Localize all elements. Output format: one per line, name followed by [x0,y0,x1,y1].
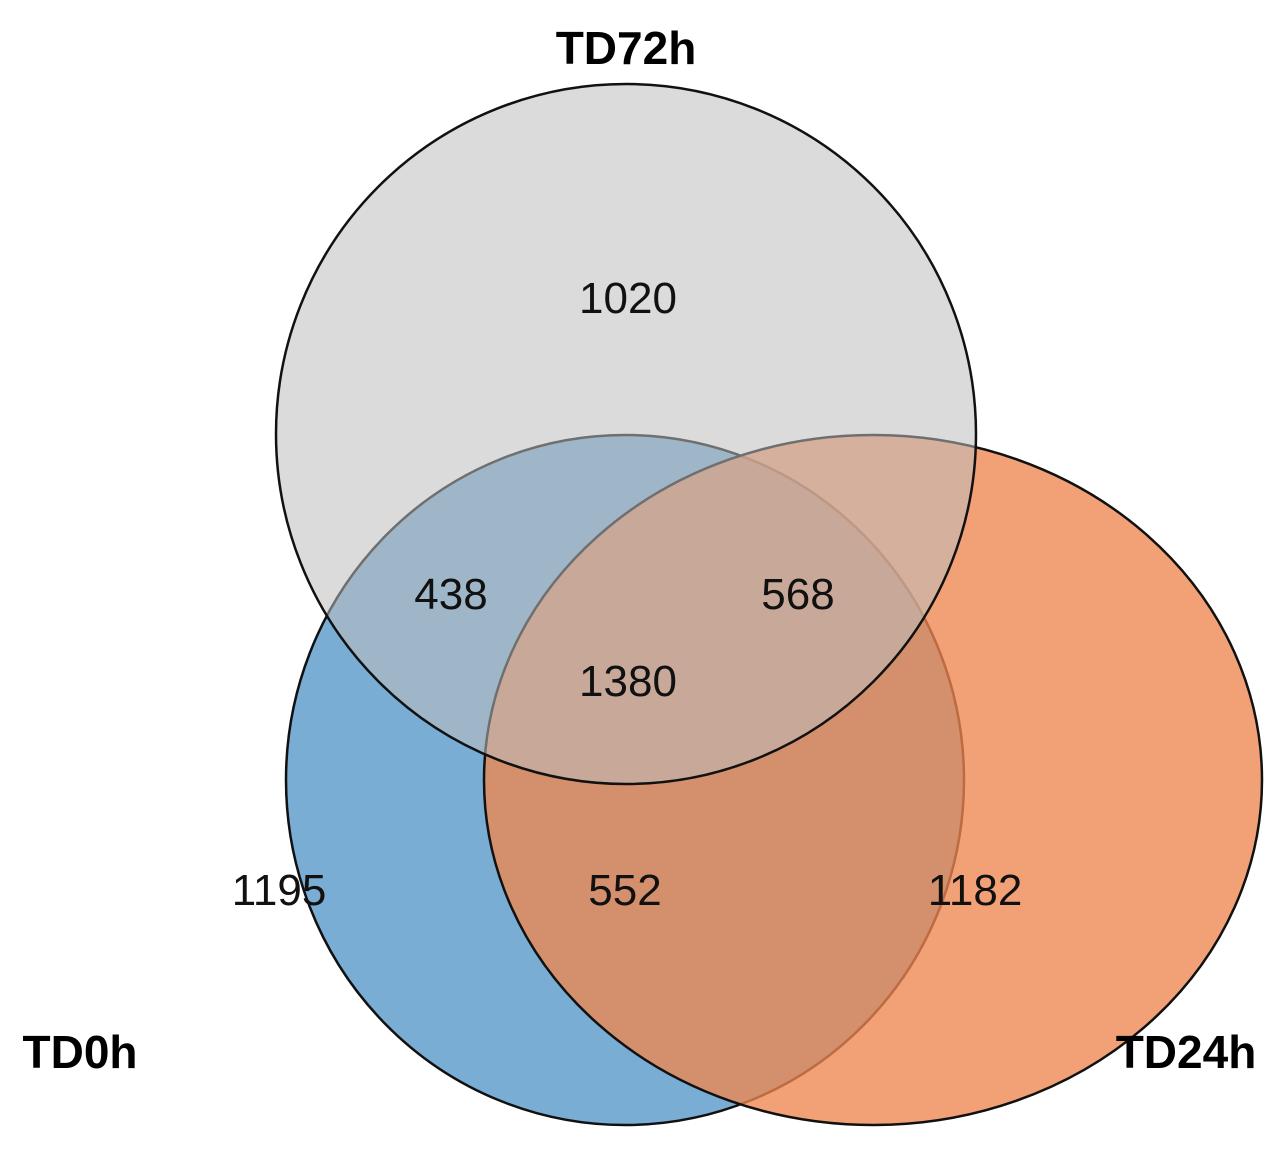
count-td72h-only: 1020 [579,274,677,323]
label-td24h: TD24h [1116,1026,1257,1078]
count-all-three: 1380 [579,657,677,706]
count-td24h-only: 1182 [928,866,1023,915]
count-td0h-td24h: 552 [588,866,661,915]
count-td0h-td72h: 438 [414,570,487,619]
circle-td72h [274,82,978,786]
count-td72h-td24h: 568 [761,570,834,619]
label-td72h: TD72h [556,22,697,74]
label-td0h: TD0h [23,1026,138,1078]
count-td0h-only: 1195 [232,866,327,915]
